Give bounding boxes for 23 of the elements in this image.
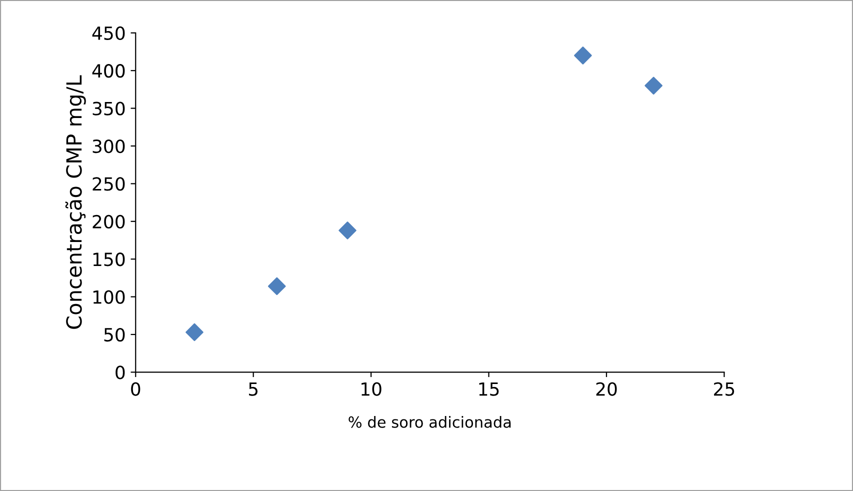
- y-axis-title: Concentração CMP mg/L: [65, 75, 86, 329]
- y-tick-label: 450: [92, 26, 125, 40]
- x-tick-label: 0: [131, 382, 140, 396]
- x-tick-label: 10: [362, 382, 382, 396]
- y-tick-label: 0: [116, 366, 125, 380]
- y-tick-label: 350: [92, 102, 125, 116]
- x-tick-label: 25: [714, 382, 734, 396]
- point: [574, 46, 592, 64]
- y-tick-label: 300: [92, 139, 125, 154]
- x-axis-title: % de soro adicionada: [348, 416, 511, 428]
- y-tick-label: 250: [92, 177, 125, 191]
- y-tick-label: 100: [93, 290, 125, 304]
- y-tick-label: 50: [104, 328, 125, 342]
- point: [338, 222, 356, 240]
- y-tick-label: 150: [93, 252, 125, 266]
- y-tick-label: 200: [92, 214, 125, 229]
- y-tick-label: 400: [92, 64, 125, 78]
- x-tick-label: 20: [596, 382, 617, 396]
- point: [268, 277, 286, 296]
- point: [644, 76, 662, 95]
- x-tick-label: 15: [479, 382, 499, 396]
- point: [186, 323, 204, 342]
- x-tick-label: 5: [248, 382, 258, 396]
